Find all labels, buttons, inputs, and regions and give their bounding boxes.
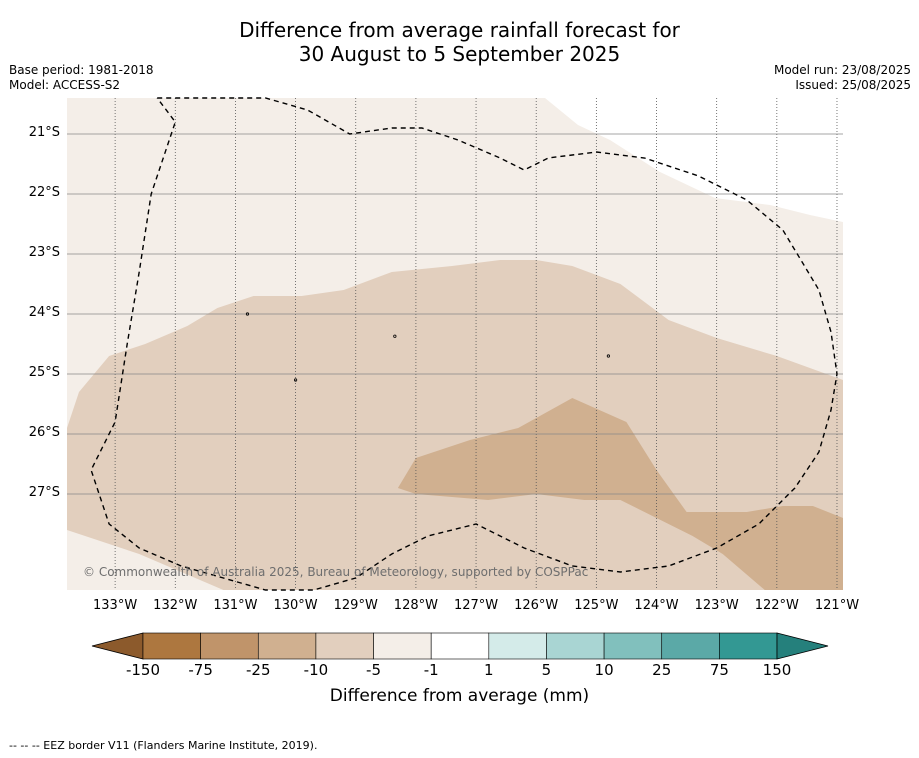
lon-tick-label: 126°W — [514, 598, 559, 613]
meta-left: Base period: 1981-2018 Model: ACCESS-S2 — [9, 63, 154, 93]
lat-tick-label: 25°S — [28, 365, 60, 380]
lat-tick-label: 26°S — [28, 425, 60, 440]
title-line-2: 30 August to 5 September 2025 — [298, 42, 621, 66]
colorbar-tick-label: -5 — [366, 661, 382, 679]
model-run: Model run: 23/08/2025 — [773, 63, 911, 77]
colorbar-tick-label: -75 — [188, 661, 213, 679]
colorbar-tick-label: 1 — [484, 661, 494, 679]
colorbar-tick-label: 10 — [594, 661, 614, 679]
island-marker — [245, 312, 250, 316]
lon-tick-label: 125°W — [574, 598, 619, 613]
lat-tick-label: 21°S — [28, 125, 60, 140]
island-marker — [393, 334, 397, 338]
colorbar-tick-label: -150 — [125, 661, 161, 679]
lon-tick-label: 122°W — [754, 598, 799, 613]
colorbar-tick-label: 150 — [762, 661, 792, 679]
eez-footnote: -- -- -- EEZ border V11 (Flanders Marine… — [9, 739, 318, 752]
lon-tick-label: 128°W — [393, 598, 438, 613]
lon-tick-label: 130°W — [273, 598, 318, 613]
lon-tick-label: 124°W — [634, 598, 679, 613]
colorbar-title: Difference from average (mm) — [329, 686, 590, 706]
lon-tick-label: 133°W — [93, 598, 138, 613]
colorbar-tick-label: -10 — [303, 661, 329, 679]
colorbar-tick-label: 75 — [709, 661, 729, 679]
chart-title: Difference from average rainfall forecas… — [0, 18, 919, 66]
lon-tick-label: 131°W — [213, 598, 258, 613]
issued-date: Issued: 25/08/2025 — [795, 78, 911, 92]
title-line-1: Difference from average rainfall forecas… — [239, 18, 680, 42]
lat-tick-label: 27°S — [28, 485, 60, 500]
lat-tick-label: 22°S — [28, 185, 60, 200]
lon-tick-label: 127°W — [453, 598, 499, 613]
base-period: Base period: 1981-2018 — [9, 63, 154, 77]
meta-right: Model run: 23/08/2025 Issued: 25/08/2025 — [774, 63, 911, 93]
colorbar-tick-label: -25 — [246, 661, 271, 679]
colorbar-tick-label: 25 — [652, 661, 672, 679]
eez-border — [90, 97, 838, 591]
island-marker — [293, 378, 298, 382]
colorbar-tick-label: 5 — [541, 661, 552, 679]
lon-tick-label: 123°W — [694, 598, 739, 613]
lon-tick-label: 121°W — [814, 598, 860, 613]
copyright-notice: © Commonwealth of Australia 2025, Bureau… — [83, 565, 589, 579]
model-name: Model: ACCESS-S2 — [9, 78, 121, 92]
near-average-region — [545, 98, 843, 222]
lat-tick-label: 23°S — [28, 245, 60, 260]
lat-tick-label: 24°S — [28, 305, 60, 320]
lon-tick-label: 132°W — [153, 598, 198, 613]
colorbar-tick-label: -1 — [423, 661, 439, 679]
island-marker — [606, 354, 610, 358]
lon-tick-label: 129°W — [333, 598, 378, 613]
